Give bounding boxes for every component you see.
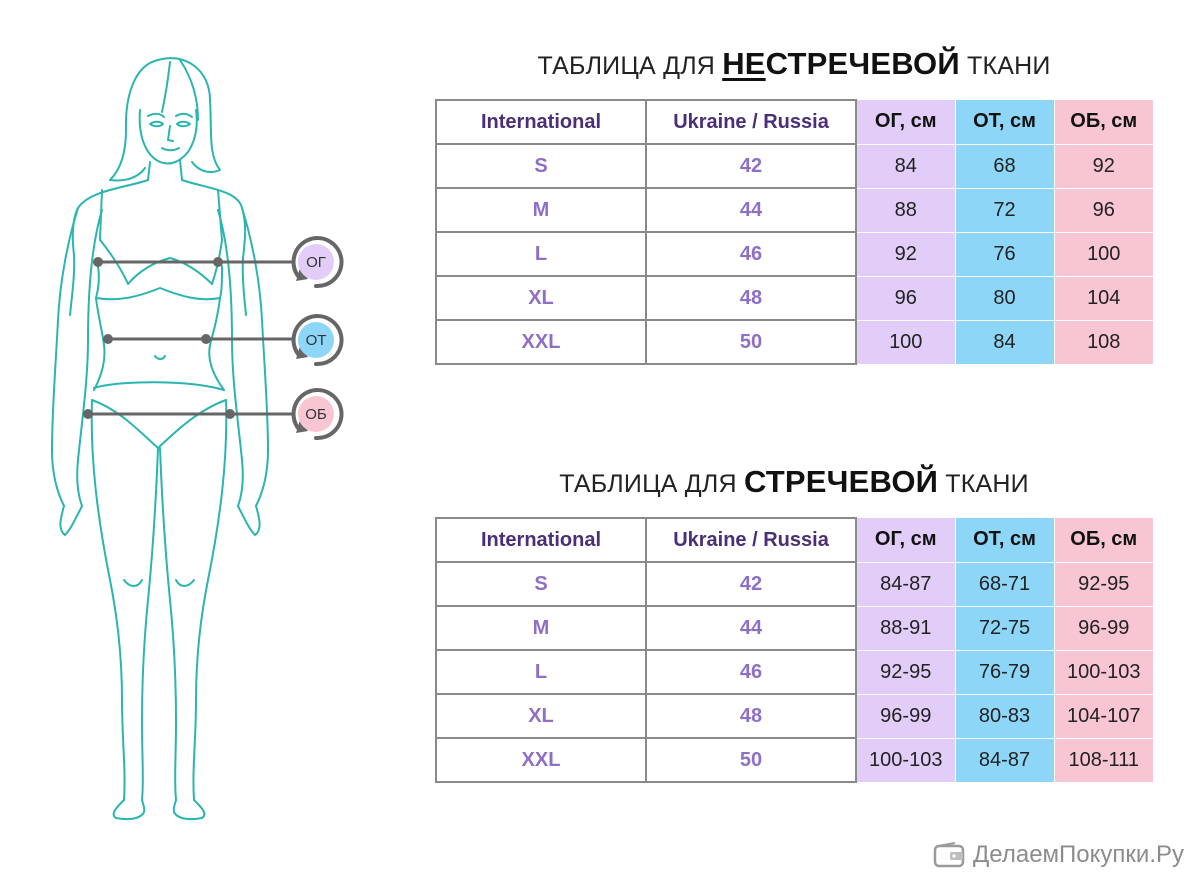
cell-og: 96 — [856, 276, 956, 321]
waist-measure-badge: ОТ — [286, 310, 346, 370]
badge-label-ob: ОБ — [298, 396, 334, 432]
table2-title-bold: СТРЕЧЕВОЙ — [743, 464, 939, 499]
table1-title-post: ТКАНИ — [959, 52, 1051, 80]
table1-title-bold-underlined: НЕ — [722, 46, 766, 81]
cell-ot: 84 — [955, 320, 1055, 365]
cell-international: M — [435, 187, 647, 233]
table-header-row: International Ukraine / Russia ОГ, см ОТ, с… — [435, 517, 1153, 563]
cell-international: XXL — [435, 737, 647, 783]
cell-ukraine-russia: 50 — [645, 737, 857, 783]
circular-arrow-icon — [291, 236, 344, 289]
cell-ob: 108-111 — [1054, 738, 1153, 783]
cell-international: XL — [435, 693, 647, 739]
cell-ukraine-russia: 46 — [645, 231, 857, 277]
measurement-lines — [86, 260, 296, 416]
wallet-icon — [933, 842, 965, 868]
cell-ob: 92-95 — [1054, 562, 1153, 607]
cell-ob: 104 — [1054, 276, 1153, 321]
table-row: XL 48 96-99 80-83 104-107 — [435, 693, 1153, 739]
cell-ot: 76-79 — [955, 650, 1055, 695]
header-ukraine-russia: Ukraine / Russia — [645, 517, 857, 563]
cell-international: L — [435, 231, 647, 277]
header-ukraine-russia: Ukraine / Russia — [645, 99, 857, 145]
site-watermark: ДелаемПокупки.Ру — [933, 841, 1184, 869]
cell-ukraine-russia: 48 — [645, 275, 857, 321]
table-row: S 42 84 68 92 — [435, 143, 1153, 189]
cell-international: S — [435, 143, 647, 189]
cell-ukraine-russia: 50 — [645, 319, 857, 365]
table-row: M 44 88-91 72-75 96-99 — [435, 605, 1153, 651]
table2-title-post: ТКАНИ — [938, 470, 1029, 498]
cell-og: 88 — [856, 188, 956, 233]
cell-ot: 84-87 — [955, 738, 1055, 783]
chest-measure-badge: ОГ — [286, 232, 346, 292]
cell-og: 84 — [856, 144, 956, 189]
hips-measure-badge: ОБ — [286, 384, 346, 444]
circular-arrow-icon — [291, 388, 344, 441]
cell-ot: 80-83 — [955, 694, 1055, 739]
cell-ot: 72 — [955, 188, 1055, 233]
table-header-row: International Ukraine / Russia ОГ, см ОТ, с… — [435, 99, 1153, 145]
table-row: XXL 50 100-103 84-87 108-111 — [435, 737, 1153, 783]
cell-international: XL — [435, 275, 647, 321]
cell-ob: 92 — [1054, 144, 1153, 189]
body-figure-illustration — [51, 57, 296, 821]
cell-ot: 72-75 — [955, 606, 1055, 651]
header-og: ОГ, см — [856, 518, 956, 563]
cell-ob: 104-107 — [1054, 694, 1153, 739]
cell-og: 100 — [856, 320, 956, 365]
cell-ob: 108 — [1054, 320, 1153, 365]
cell-ob: 96-99 — [1054, 606, 1153, 651]
table1-title-pre: ТАБЛИЦА ДЛЯ — [537, 52, 723, 80]
cell-og: 96-99 — [856, 694, 956, 739]
table1-title: ТАБЛИЦА ДЛЯ НЕСТРЕЧЕВОЙ ТКАНИ — [435, 46, 1153, 82]
header-ob: ОБ, см — [1054, 100, 1153, 145]
table2-title-pre: ТАБЛИЦА ДЛЯ — [559, 470, 744, 498]
cell-ot: 68-71 — [955, 562, 1055, 607]
cell-ob: 100-103 — [1054, 650, 1153, 695]
non-stretch-size-table: International Ukraine / Russia ОГ, см ОТ, с… — [435, 99, 1153, 365]
cell-ukraine-russia: 44 — [645, 605, 857, 651]
cell-og: 100-103 — [856, 738, 956, 783]
watermark-text: ДелаемПокупки.Ру — [973, 841, 1184, 868]
stretch-size-table: International Ukraine / Russia ОГ, см ОТ, с… — [435, 517, 1153, 783]
table-row: L 46 92 76 100 — [435, 231, 1153, 277]
cell-ot: 68 — [955, 144, 1055, 189]
table-row: XL 48 96 80 104 — [435, 275, 1153, 321]
cell-ukraine-russia: 44 — [645, 187, 857, 233]
table2-title: ТАБЛИЦА ДЛЯ СТРЕЧЕВОЙ ТКАНИ — [435, 464, 1153, 500]
table1-title-bold: СТРЕЧЕВОЙ — [765, 46, 960, 81]
table-row: XXL 50 100 84 108 — [435, 319, 1153, 365]
table-row: M 44 88 72 96 — [435, 187, 1153, 233]
cell-og: 84-87 — [856, 562, 956, 607]
cell-og: 92-95 — [856, 650, 956, 695]
cell-ob: 100 — [1054, 232, 1153, 277]
cell-ob: 96 — [1054, 188, 1153, 233]
circular-arrow-icon — [291, 314, 344, 367]
cell-ukraine-russia: 46 — [645, 649, 857, 695]
header-ot: ОТ, см — [955, 518, 1055, 563]
cell-ukraine-russia: 48 — [645, 693, 857, 739]
cell-ukraine-russia: 42 — [645, 143, 857, 189]
cell-ukraine-russia: 42 — [645, 561, 857, 607]
badge-label-ot: ОТ — [298, 322, 334, 358]
header-international: International — [435, 517, 647, 563]
cell-ot: 80 — [955, 276, 1055, 321]
header-ob: ОБ, см — [1054, 518, 1153, 563]
cell-ot: 76 — [955, 232, 1055, 277]
header-ot: ОТ, см — [955, 100, 1055, 145]
cell-international: XXL — [435, 319, 647, 365]
cell-international: S — [435, 561, 647, 607]
badge-label-og: ОГ — [298, 244, 334, 280]
table-row: S 42 84-87 68-71 92-95 — [435, 561, 1153, 607]
cell-og: 92 — [856, 232, 956, 277]
cell-og: 88-91 — [856, 606, 956, 651]
cell-international: M — [435, 605, 647, 651]
table-row: L 46 92-95 76-79 100-103 — [435, 649, 1153, 695]
cell-international: L — [435, 649, 647, 695]
header-international: International — [435, 99, 647, 145]
header-og: ОГ, см — [856, 100, 956, 145]
